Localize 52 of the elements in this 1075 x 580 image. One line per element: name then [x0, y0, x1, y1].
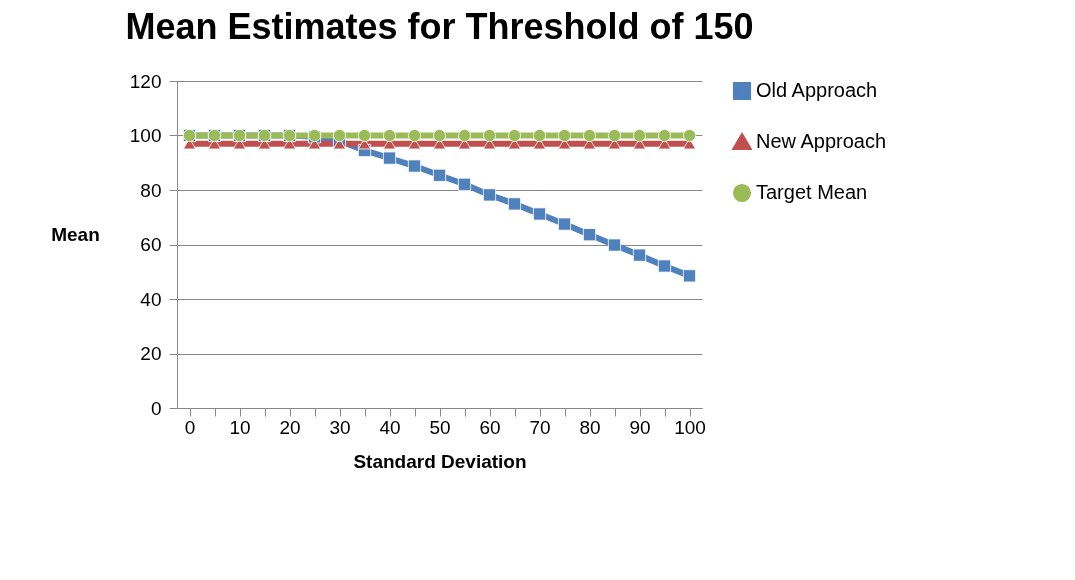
point: [382, 151, 397, 165]
point: [407, 159, 422, 173]
point: [482, 128, 497, 143]
point: [607, 128, 622, 143]
point: [432, 168, 447, 182]
x-tick-label: 90: [629, 416, 651, 438]
y-tick-label: 80: [140, 179, 162, 201]
x-tick-label: 20: [279, 416, 301, 438]
point: [582, 228, 597, 242]
point: [482, 188, 497, 202]
point: [332, 128, 347, 143]
point: [557, 217, 572, 231]
y-tick-label: 120: [129, 70, 162, 92]
y-tick-label: 60: [140, 234, 162, 255]
y-tick-label: 20: [140, 343, 162, 364]
chart-title: Mean Estimates for Threshold of 150: [125, 6, 754, 47]
point: [382, 128, 397, 143]
point: [507, 197, 522, 211]
point: [532, 128, 547, 143]
y-axis-title: Mean: [51, 224, 100, 245]
x-tick-label: 70: [529, 416, 551, 438]
x-tick-label: 100: [674, 416, 706, 438]
point: [657, 128, 672, 143]
point: [682, 269, 697, 283]
point: [507, 128, 522, 143]
point: [657, 259, 672, 273]
point: [457, 128, 472, 143]
y-tick-label: 40: [140, 288, 162, 310]
legend-label: Old Approach: [756, 79, 878, 101]
point: [632, 128, 647, 143]
y-tick-label: 0: [150, 397, 162, 419]
x-tick-label: 0: [184, 416, 196, 438]
legend-label: New Approach: [756, 130, 887, 152]
x-tick-label: 50: [429, 416, 451, 438]
x-tick-label: 40: [379, 416, 401, 438]
y-tick-label: 100: [129, 125, 162, 146]
point: [432, 128, 447, 143]
point: [632, 248, 647, 262]
x-axis-title: Standard Deviation: [353, 450, 527, 472]
point: [557, 128, 572, 143]
x-tick-label: 80: [579, 416, 601, 438]
point: [357, 128, 372, 143]
x-tick-label: 60: [479, 416, 501, 438]
legend-label: Target Mean: [756, 181, 868, 203]
x-tick-label: 10: [229, 416, 251, 438]
point: [457, 177, 472, 191]
point: [407, 128, 422, 143]
x-tick-label: 30: [329, 416, 351, 438]
point: [582, 128, 597, 143]
point: [682, 128, 697, 143]
point: [607, 238, 622, 252]
point: [532, 207, 547, 221]
